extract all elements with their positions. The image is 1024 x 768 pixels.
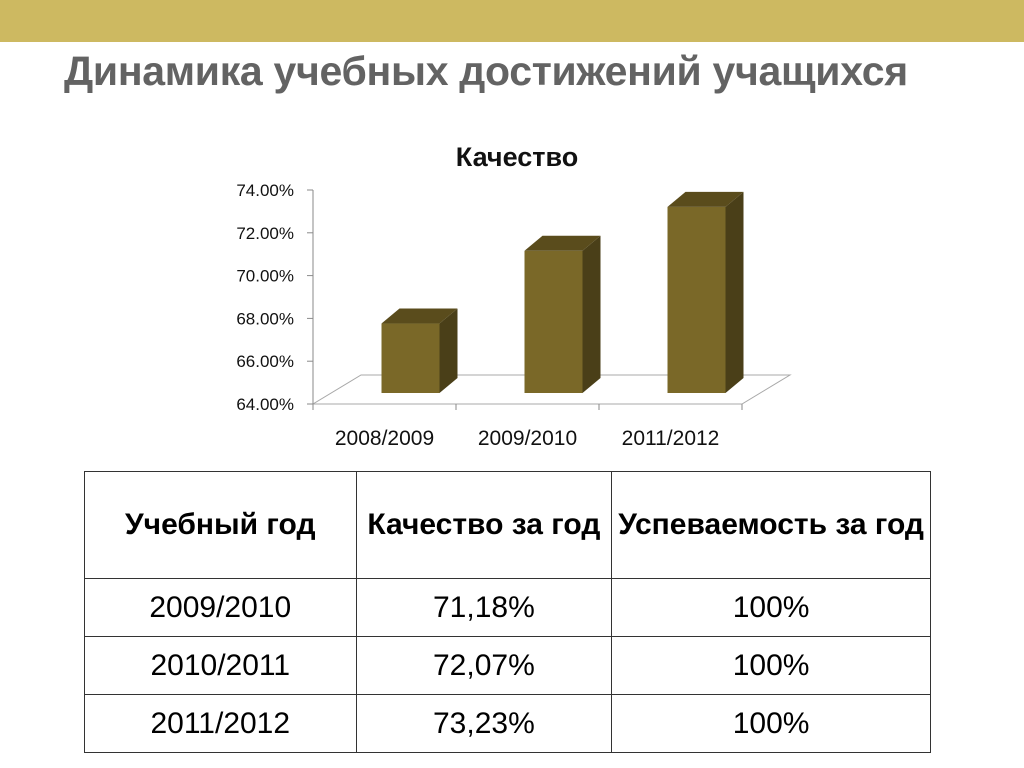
y-tick-label: 66.00%	[236, 352, 294, 371]
header-quality: Качество за год	[355, 471, 613, 579]
bar-side	[725, 191, 744, 393]
cell-quality: 71,18%	[355, 578, 613, 637]
x-category-label: 2011/2012	[622, 427, 720, 450]
top-band	[0, 0, 1024, 42]
x-category-label: 2008/2009	[335, 427, 434, 450]
y-tick-label: 74.00%	[236, 181, 294, 200]
chart-title: Качество	[456, 142, 578, 172]
cell-progress: 100%	[611, 636, 931, 695]
cell-year: 2010/2011	[84, 636, 357, 695]
cell-year: 2011/2012	[84, 694, 357, 753]
y-tick-label: 64.00%	[236, 395, 294, 414]
y-tick-label: 72.00%	[236, 224, 294, 243]
bar-front	[524, 250, 583, 393]
cell-year: 2009/2010	[84, 578, 357, 637]
bar-front	[667, 206, 726, 393]
table-row: 2010/2011 72,07% 100%	[84, 636, 931, 695]
cell-quality: 72,07%	[355, 636, 613, 695]
cell-progress: 100%	[611, 578, 931, 637]
slide-title: Динамика учебных достижений учащихся	[64, 48, 908, 94]
table-row: 2011/2012 73,23% 100%	[84, 694, 931, 753]
bar-side	[582, 235, 601, 393]
quality-chart: Качество 64.00% 66.00% 68.00% 70.00% 72.00% 7…	[236, 142, 792, 450]
header-academic-year: Учебный год	[84, 471, 357, 579]
bar-top	[381, 308, 458, 324]
cell-quality: 73,23%	[355, 694, 613, 753]
table-row: 2009/2010 71,18% 100%	[84, 578, 931, 637]
bar-front	[381, 323, 440, 393]
bar-top	[667, 191, 744, 207]
cell-progress: 100%	[611, 694, 931, 753]
header-progress: Успеваемость за год	[611, 471, 931, 579]
bar-top	[524, 235, 601, 251]
table-header-row: Учебный год Качество за год Успеваемость…	[84, 471, 931, 579]
achievements-table: Учебный год Качество за год Успеваемость…	[84, 471, 931, 753]
y-tick-label: 68.00%	[236, 309, 294, 328]
quality-chart-svg: Качество 64.00% 66.00% 68.00% 70.00% 72.00% 7…	[236, 142, 792, 450]
x-category-label: 2009/2010	[478, 427, 577, 450]
bar-side	[439, 308, 458, 393]
y-tick-label: 70.00%	[236, 267, 294, 286]
